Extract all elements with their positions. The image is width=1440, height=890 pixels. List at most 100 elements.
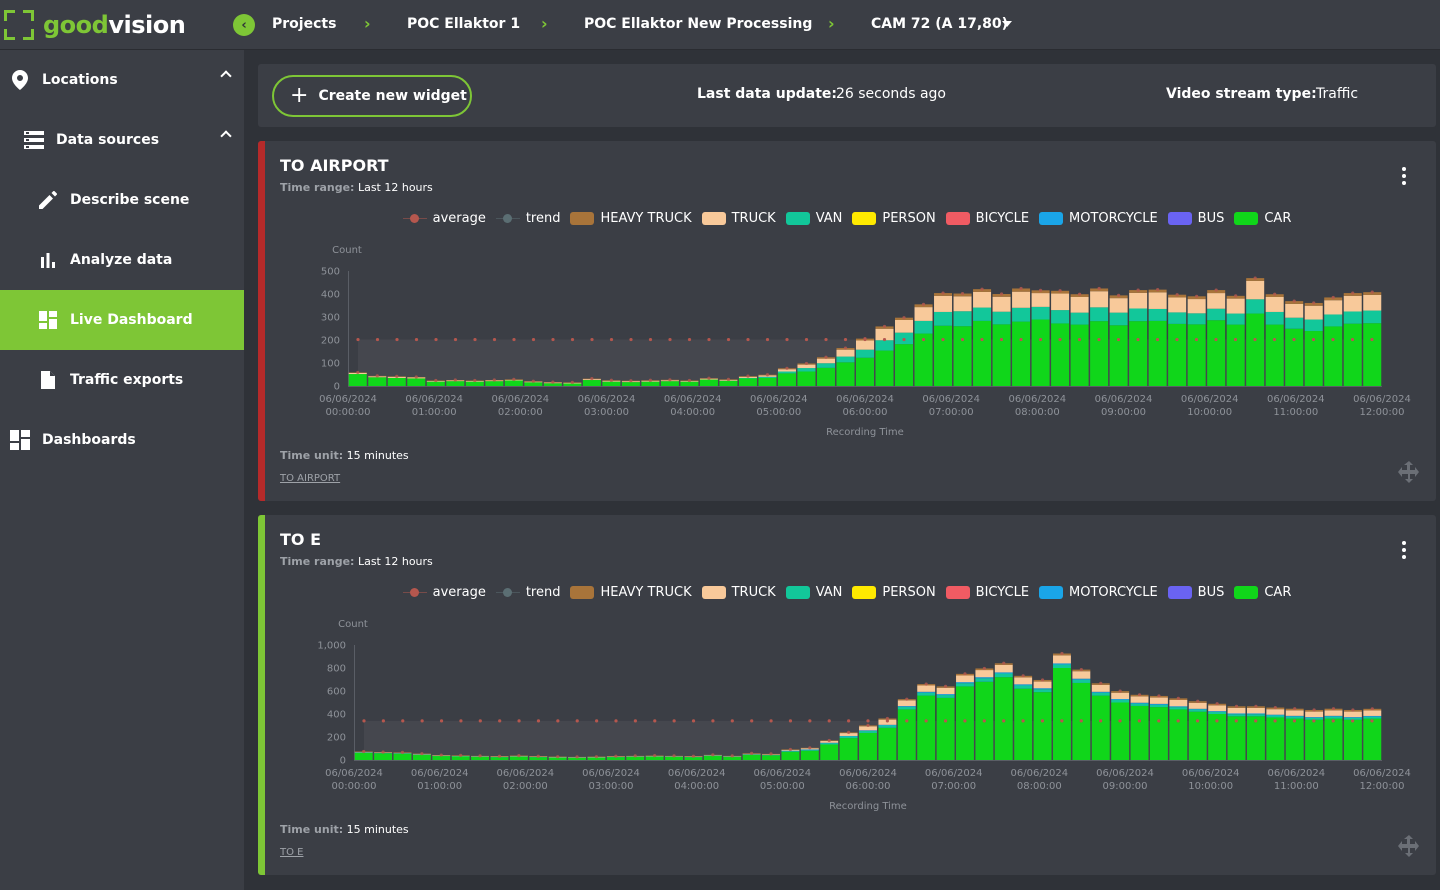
bar-segment (1072, 678, 1091, 680)
legend-item[interactable]: average (402, 585, 486, 600)
legend-item[interactable]: BICYCLE (945, 211, 1029, 226)
y-tick-label: 200 (327, 733, 346, 744)
legend-item[interactable]: TRUCK (701, 211, 776, 226)
x-tick-label: 06/06/2024 10:00:00 (1182, 768, 1240, 792)
bar-segment (1072, 679, 1091, 683)
move-handle-icon[interactable] (1398, 835, 1420, 857)
bar-segment (1012, 291, 1031, 308)
average-point (1157, 719, 1161, 723)
average-point (517, 719, 521, 723)
breadcrumb-projects[interactable]: Projects (272, 16, 337, 32)
sidebar-item-locations[interactable]: Locations (0, 50, 244, 110)
legend-item[interactable]: CAR (1234, 585, 1291, 600)
average-point (941, 337, 945, 342)
x-tick-label: 06/06/2024 09:00:00 (1096, 768, 1154, 792)
sidebar-item-live-dashboard[interactable]: Live Dashboard (0, 290, 244, 350)
sidebar-item-analyze-data[interactable]: Analyze data (0, 230, 244, 290)
caret-down-icon[interactable] (1002, 21, 1012, 27)
bar-segment (1227, 713, 1246, 715)
bar-segment (875, 328, 894, 341)
legend-item[interactable]: MOTORCYCLE (1039, 585, 1158, 600)
average-point (1099, 719, 1103, 723)
bar-segment (742, 754, 761, 760)
x-tick-label: 06/06/2024 08:00:00 (1009, 394, 1067, 418)
bar-segment (800, 750, 819, 760)
breadcrumb-processing[interactable]: POC Ellaktor New Processing (584, 16, 813, 32)
move-handle-icon[interactable] (1398, 461, 1420, 483)
bar-segment (1149, 703, 1168, 705)
sidebar-item-traffic-exports[interactable]: Traffic exports (0, 350, 244, 410)
legend-swatch (1039, 586, 1064, 599)
total-point (633, 754, 637, 758)
bar-segment (1149, 707, 1168, 760)
bar-segment (1246, 299, 1265, 314)
bar-segment (1031, 293, 1050, 307)
legend-item[interactable]: average (402, 211, 486, 226)
legend-item[interactable]: VAN (785, 211, 842, 226)
bar-segment (816, 363, 835, 368)
x-axis-label: Recording Time (826, 427, 904, 438)
bar-segment (1227, 716, 1246, 760)
bar-segment (703, 755, 722, 760)
bar-segment (1227, 707, 1246, 714)
legend-item[interactable]: HEAVY TRUCK (570, 211, 692, 226)
bar-segment (1188, 711, 1207, 760)
chevron-up-icon[interactable] (220, 70, 232, 82)
widget-link[interactable]: TO AIRPORT (280, 473, 341, 484)
total-point (1351, 291, 1355, 295)
average-point (788, 719, 793, 723)
widget-link[interactable]: TO E (280, 847, 304, 858)
bar-segment (917, 692, 936, 696)
legend-item[interactable]: CAR (1234, 211, 1291, 226)
more-options-icon[interactable] (1402, 541, 1406, 562)
series-truck (354, 655, 1382, 758)
create-widget-button[interactable]: + Create new widget (272, 75, 472, 117)
back-button[interactable]: ‹ (233, 14, 255, 36)
sidebar-item-dashboards[interactable]: Dashboards (0, 410, 244, 470)
total-point (1331, 707, 1336, 711)
breadcrumb-camera[interactable]: CAM 72 (A 17,80) (871, 16, 1009, 32)
bar-segment (1227, 714, 1246, 717)
legend-item[interactable]: HEAVY TRUCK (570, 585, 692, 600)
legend-item[interactable]: VAN (785, 585, 842, 600)
bar-segment (897, 706, 916, 710)
total-point (1002, 661, 1006, 665)
average-point (769, 719, 773, 723)
average-point (420, 719, 424, 723)
goodvision-logo[interactable]: goodvision (4, 9, 186, 41)
legend-item[interactable]: BUS (1167, 211, 1224, 226)
bar-segment (1285, 716, 1304, 719)
legend-item[interactable]: trend (495, 585, 560, 600)
legend-item[interactable]: BICYCLE (945, 585, 1029, 600)
y-tick-label: 300 (321, 313, 340, 324)
bar-segment (1149, 704, 1168, 708)
bar-segment (1363, 715, 1382, 717)
bar-segment (548, 757, 567, 760)
legend-label: CAR (1264, 585, 1292, 600)
legend-item[interactable]: BUS (1167, 585, 1224, 600)
sidebar-item-describe-scene[interactable]: Describe scene (0, 170, 244, 230)
more-options-icon[interactable] (1402, 167, 1406, 188)
legend-item[interactable]: PERSON (852, 585, 936, 600)
widget-time-range: Time range: Last 12 hours (280, 555, 433, 568)
breadcrumb-project[interactable]: POC Ellaktor 1 (407, 16, 521, 32)
chevron-up-icon[interactable] (220, 130, 232, 142)
x-tick-label: 06/06/2024 07:00:00 (922, 394, 980, 418)
bar-segment (1169, 709, 1188, 760)
average-point (362, 719, 366, 723)
bar-segment (820, 744, 839, 760)
bar-segment (374, 753, 393, 760)
legend-item[interactable]: trend (495, 211, 560, 226)
total-point (395, 374, 399, 378)
legend-item[interactable]: PERSON (852, 211, 936, 226)
y-tick-label: 400 (321, 290, 340, 301)
total-point (1254, 704, 1258, 708)
total-point (1019, 286, 1023, 291)
legend-item[interactable]: MOTORCYCLE (1039, 211, 1158, 226)
average-point (668, 337, 672, 342)
legend-item[interactable]: TRUCK (701, 585, 776, 600)
bar-segment (859, 730, 877, 731)
sidebar-item-label: Analyze data (70, 252, 173, 268)
sidebar-item-data-sources[interactable]: Data sources (0, 110, 244, 170)
bar-segment (1051, 293, 1070, 311)
